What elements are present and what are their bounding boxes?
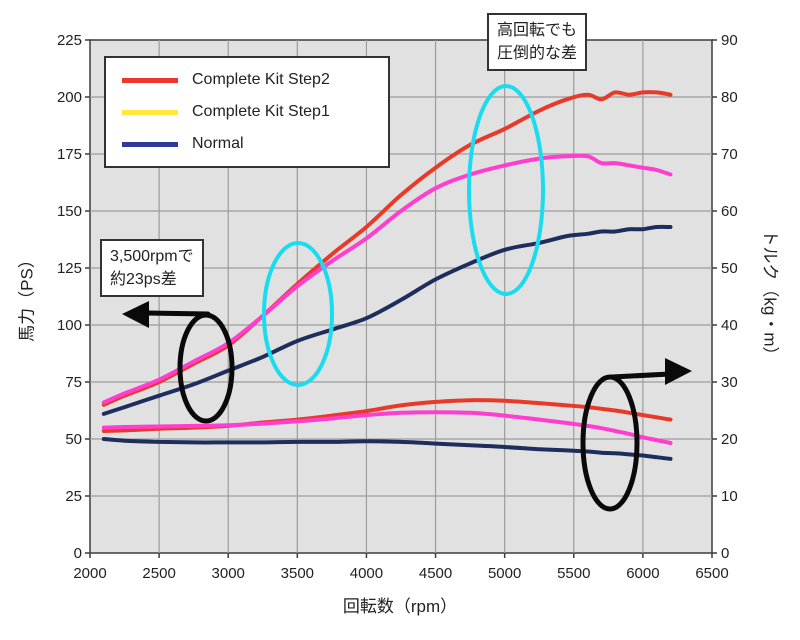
legend-item-complete-kit-step2: Complete Kit Step2 <box>106 71 388 89</box>
indicator-arrow-shaft <box>143 310 211 317</box>
x-tick-label: 2000 <box>73 565 106 582</box>
x-tick-label: 4000 <box>350 565 383 582</box>
legend-line-swatch <box>122 141 178 147</box>
x-tick-label: 6500 <box>695 565 728 582</box>
chart-legend: Complete Kit Step2 Complete Kit Step1 Norm… <box>104 56 390 168</box>
legend-item-normal: Normal <box>106 135 388 153</box>
y-right-tick-label: 10 <box>721 488 738 505</box>
arrow-right-icon <box>665 358 692 385</box>
y-left-tick-label: 150 <box>57 203 82 220</box>
x-tick-label: 4500 <box>419 565 452 582</box>
y-right-tick-label: 20 <box>721 431 738 448</box>
y-right-tick-label: 0 <box>721 545 729 562</box>
x-tick-label: 3000 <box>212 565 245 582</box>
annotation-high-rpm-diff: 高回転でも 圧倒的な差 <box>487 13 588 72</box>
y-left-axis-title: 馬力（PS） <box>17 251 37 342</box>
y-right-tick-label: 50 <box>721 260 738 277</box>
highlight-ellipse <box>262 241 334 387</box>
legend-label: Complete Kit Step1 <box>192 103 330 120</box>
series-line-complete-kit-step2-power-ps- <box>101 90 673 407</box>
legend-line-swatch <box>122 109 178 115</box>
indicator-arrow-shaft <box>609 371 673 380</box>
y-left-tick-label: 125 <box>57 260 82 277</box>
y-left-tick-label: 0 <box>74 545 82 562</box>
annotation-line: 圧倒的な差 <box>497 45 578 63</box>
y-right-tick-label: 30 <box>721 374 738 391</box>
series-line-normal-power-ps- <box>101 224 673 416</box>
y-left-tick-label: 75 <box>65 374 82 391</box>
y-right-tick-label: 60 <box>721 203 738 220</box>
y-left-tick-label: 200 <box>57 89 82 106</box>
y-right-tick-label: 40 <box>721 317 738 334</box>
y-right-tick-label: 70 <box>721 146 738 163</box>
arrow-left-icon <box>122 301 149 328</box>
y-right-axis-title: トルク（kg・m） <box>760 229 780 364</box>
y-left-tick-label: 100 <box>57 317 82 334</box>
highlight-ellipse <box>467 84 545 296</box>
x-tick-label: 3500 <box>281 565 314 582</box>
x-axis-title: 回転数（rpm） <box>342 597 458 616</box>
x-tick-label: 5500 <box>557 565 590 582</box>
x-tick-label: 6000 <box>626 565 659 582</box>
y-left-tick-label: 175 <box>57 146 82 163</box>
legend-label: Complete Kit Step2 <box>192 71 330 88</box>
series-line-complete-kit-step1-torque-kg-m- <box>101 410 673 445</box>
y-left-tick-label: 25 <box>65 488 82 505</box>
series-line-normal-torque-kg-m- <box>101 437 673 461</box>
annotation-line: 3,500rpmで <box>110 248 194 265</box>
y-right-tick-label: 90 <box>721 32 738 49</box>
series-line-complete-kit-step1-power-ps- <box>101 153 673 405</box>
legend-label: Normal <box>192 135 244 152</box>
y-left-tick-label: 50 <box>65 431 82 448</box>
legend-item-complete-kit-step1: Complete Kit Step1 <box>106 103 388 121</box>
legend-line-swatch <box>122 77 178 83</box>
x-tick-label: 5000 <box>488 565 521 582</box>
y-left-tick-label: 225 <box>57 32 82 49</box>
x-tick-label: 2500 <box>142 565 175 582</box>
y-right-tick-label: 80 <box>721 89 738 106</box>
annotation-line: 高回転でも <box>497 22 578 39</box>
annotation-line: 約23ps差 <box>110 271 177 289</box>
annotation-3500rpm-diff: 3,500rpmで 約23ps差 <box>100 239 204 298</box>
